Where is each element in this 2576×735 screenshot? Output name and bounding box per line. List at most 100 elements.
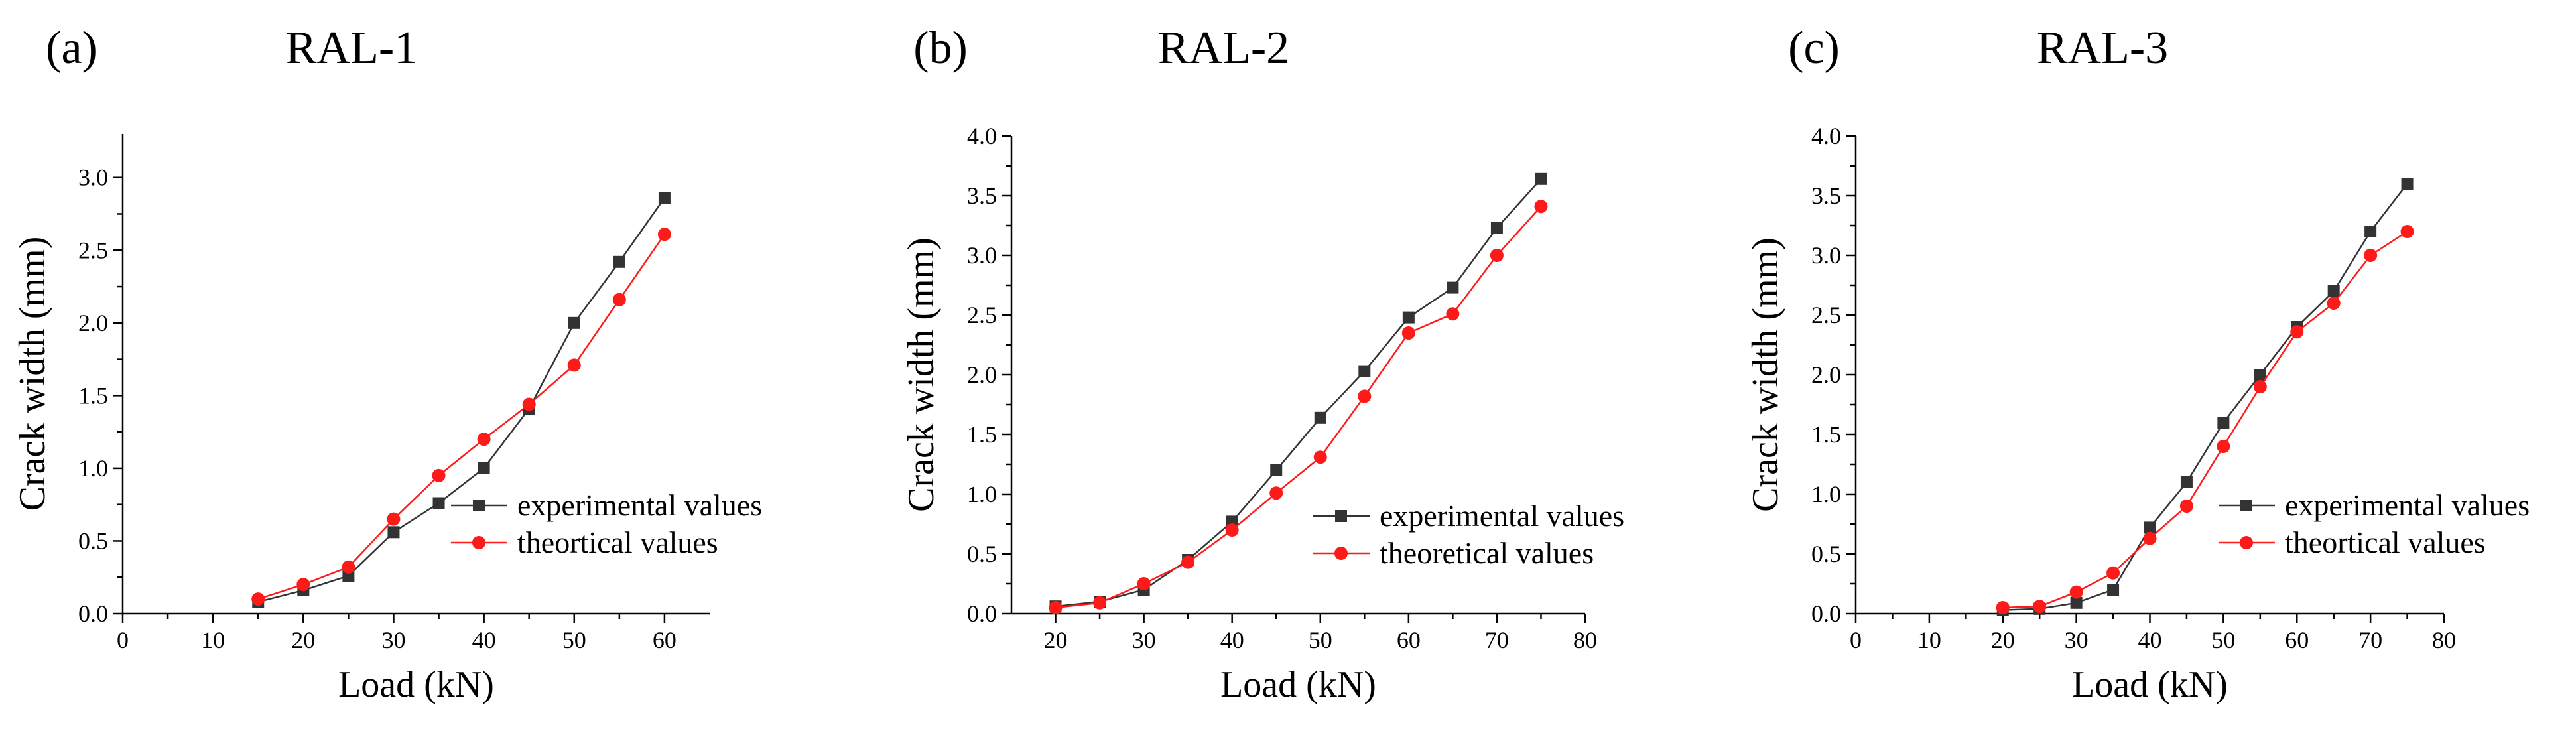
data-point <box>1402 311 1415 324</box>
y-tick-label: 1.5 <box>1811 421 1841 448</box>
y-tick-label: 1.0 <box>78 455 108 482</box>
data-point <box>2253 380 2267 393</box>
y-axis-title: Crack width (mm) <box>12 237 53 511</box>
legend-label: experimental values <box>517 488 762 522</box>
data-point <box>432 497 445 509</box>
y-tick-label: 4.0 <box>1811 123 1841 149</box>
chart-panel-1: (a) RAL-1 0 10 20 30 40 50 60 0.0 0.5 1.0 1.5 2.0 2.5 3… <box>12 23 762 705</box>
x-tick-label: 20 <box>1991 627 2015 653</box>
data-point <box>2107 584 2120 596</box>
legend-label: experimental values <box>1380 499 1624 533</box>
x-axis-title: Load (kN) <box>1220 664 1376 705</box>
chart-panel-3: (c) RAL-3 0 10 20 30 40 50 60 70 80 0.0 0.5 1.0 1.5 2.0… <box>1745 23 2530 705</box>
legend-label: theoretical values <box>1380 536 1594 570</box>
x-tick-label: 30 <box>381 627 405 653</box>
x-tick-label: 10 <box>1917 627 1941 653</box>
x-tick-label: 40 <box>1220 627 1244 653</box>
data-point <box>1490 222 1503 234</box>
y-tick-label: 2.5 <box>967 302 997 328</box>
x-tick-label: 40 <box>2138 627 2162 653</box>
legend-marker <box>473 500 485 511</box>
chart-title: RAL-1 <box>286 23 417 74</box>
legend-label: theortical values <box>517 525 718 559</box>
legend-marker <box>1334 547 1348 560</box>
data-point <box>1314 411 1326 424</box>
data-point <box>2327 297 2341 310</box>
panel-label: (a) <box>46 23 97 74</box>
y-tick-label: 2.0 <box>1811 362 1841 388</box>
data-point <box>342 560 355 574</box>
data-point <box>2327 285 2340 297</box>
y-tick-label: 0.5 <box>967 541 997 567</box>
series-1 <box>1996 178 2414 616</box>
x-tick-label: 80 <box>2432 627 2456 653</box>
data-point <box>432 468 446 482</box>
x-tick-label: 40 <box>472 627 496 653</box>
data-point <box>1313 450 1327 464</box>
data-point <box>1996 601 2010 614</box>
data-point <box>1358 389 1372 403</box>
y-axis-title: Crack width (mm) <box>1745 237 1786 512</box>
x-tick-label: 30 <box>2065 627 2089 653</box>
series-line <box>1055 178 1542 608</box>
x-tick-label: 60 <box>653 627 676 653</box>
data-point <box>387 526 400 539</box>
y-tick-label: 2.0 <box>967 362 997 388</box>
series-2 <box>1996 225 2414 614</box>
y-tick-label: 2.0 <box>78 310 108 336</box>
data-point <box>567 358 581 372</box>
data-point <box>2179 500 2193 513</box>
legend-label: experimental values <box>2285 488 2530 522</box>
data-point <box>2400 225 2414 238</box>
data-point <box>2070 596 2083 609</box>
data-point <box>2144 521 2156 534</box>
data-point <box>1270 464 1283 476</box>
x-axis-title: Load (kN) <box>338 664 494 705</box>
x-tick-label: 50 <box>2211 627 2235 653</box>
panel-label: (b) <box>913 23 968 74</box>
x-tick-label: 60 <box>1397 627 1421 653</box>
y-tick-label: 1.5 <box>78 382 108 409</box>
legend-marker <box>2240 500 2252 511</box>
series-line <box>1055 206 1542 609</box>
data-point <box>1535 172 1547 185</box>
data-point <box>2290 325 2304 339</box>
data-point <box>522 397 536 411</box>
x-tick-label: 60 <box>2285 627 2309 653</box>
data-point <box>1534 200 1548 214</box>
data-point <box>477 433 491 446</box>
x-tick-label: 20 <box>291 627 315 653</box>
x-tick-label: 50 <box>1309 627 1332 653</box>
data-point <box>1225 523 1239 537</box>
data-point <box>296 578 310 592</box>
data-point <box>2106 566 2120 580</box>
data-point <box>1358 365 1371 377</box>
data-point <box>1269 486 1283 500</box>
x-tick-label: 10 <box>201 627 225 653</box>
data-point <box>1137 577 1151 590</box>
chart-title: RAL-2 <box>1158 23 1289 74</box>
y-tick-label: 0.0 <box>1811 600 1841 627</box>
data-point <box>657 228 671 241</box>
data-point <box>2033 600 2047 614</box>
y-tick-label: 3.0 <box>1811 242 1841 269</box>
data-point <box>658 192 671 204</box>
data-point <box>568 316 580 329</box>
data-point <box>2364 249 2378 262</box>
x-tick-label: 80 <box>1573 627 1597 653</box>
chart-title: RAL-3 <box>2037 23 2168 74</box>
data-point <box>612 293 626 306</box>
x-tick-label: 0 <box>1850 627 1862 653</box>
panel-label: (c) <box>1788 23 1840 74</box>
data-point <box>1490 249 1504 262</box>
series-line <box>257 234 665 600</box>
y-tick-label: 3.0 <box>78 165 108 191</box>
series-2 <box>251 228 671 606</box>
y-tick-label: 0.0 <box>78 600 108 627</box>
legend-marker <box>1335 510 1347 522</box>
series-line <box>2002 183 2408 611</box>
